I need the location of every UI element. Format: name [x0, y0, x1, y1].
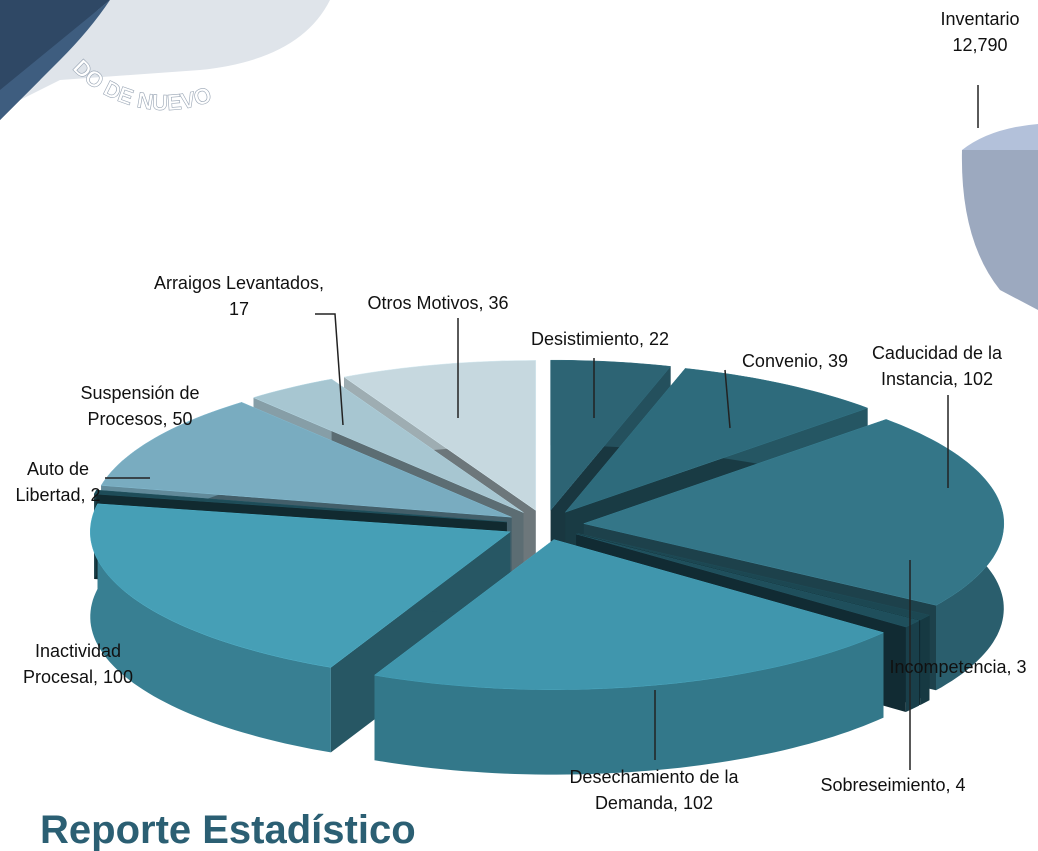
label-value: 3 [1016, 657, 1027, 677]
slice-top [343, 360, 537, 511]
label-category: Inventario [940, 9, 1020, 29]
slice-label: Caducidad de la Instancia, 102 [871, 343, 1003, 389]
label-value: 2 [90, 485, 101, 505]
slice-label: Sobreseimiento, 4 [820, 775, 966, 795]
slice-side [905, 620, 920, 712]
label-value: 50 [172, 409, 193, 429]
slice-side [920, 615, 930, 706]
label-category: Suspensión de Procesos [80, 383, 200, 429]
slice-label: Incompetencia, 3 [889, 657, 1027, 677]
slice-label: Suspensión de Procesos, 50 [80, 383, 200, 429]
slice-top [582, 419, 1005, 606]
slice-label: Arraigos Levantados, 17 [153, 273, 325, 319]
label-value: 100 [103, 667, 134, 687]
label-category: Desistimiento [530, 329, 639, 349]
slice [373, 539, 885, 775]
slice-top [576, 533, 920, 628]
slice-top [577, 533, 931, 621]
label-value: 36 [488, 293, 509, 313]
label-category: Desechamiento de la Demanda [569, 767, 739, 813]
slice-label: Desistimiento, 22 [530, 329, 670, 349]
label-value: 4 [955, 775, 966, 795]
label-value: 102 [963, 369, 994, 389]
label-category: Auto de Libertad [15, 459, 90, 505]
label-category: Otros Motivos [367, 293, 479, 313]
label-value: 39 [828, 351, 849, 371]
leader-line [315, 313, 344, 426]
slice-top [100, 402, 512, 518]
logo: DO DE NUEVO [0, 0, 330, 120]
inventory-slice-side [961, 150, 1038, 310]
label-category: Arraigos Levantados [153, 273, 320, 293]
slice-top [373, 539, 885, 690]
label-category: Sobreseimiento [820, 775, 946, 795]
label-value: 102 [683, 793, 714, 813]
inventory-slice-top [962, 124, 1038, 150]
label-category: Convenio [741, 351, 818, 371]
slice-top [93, 489, 507, 523]
slice-top [550, 359, 672, 511]
slice-top [90, 503, 511, 668]
slice-side [90, 503, 331, 753]
slice-top [252, 378, 524, 513]
label-category: Inactividad Procesal [22, 641, 122, 687]
report-title: Reporte Estadístico [40, 808, 416, 851]
slice-label: Inactividad Procesal, 100 [22, 641, 134, 687]
label-category: Incompetencia [889, 657, 1007, 677]
label-value: 17 [228, 299, 250, 319]
inventory-label: Inventario 12,790 [895, 6, 1038, 58]
label-category: Caducidad de la Instancia [871, 343, 1003, 389]
slice-label: Otros Motivos, 36 [367, 293, 509, 313]
slice-label: Convenio, 39 [741, 351, 849, 371]
label-value: 12,790 [952, 35, 1008, 55]
leader-line [724, 369, 731, 429]
slice-label: Desechamiento de la Demanda, 102 [569, 767, 739, 813]
slice-label: Auto de Libertad, 2 [15, 459, 101, 505]
label-value: 22 [649, 329, 670, 349]
slice-side [374, 632, 884, 775]
slice-top [564, 368, 869, 513]
